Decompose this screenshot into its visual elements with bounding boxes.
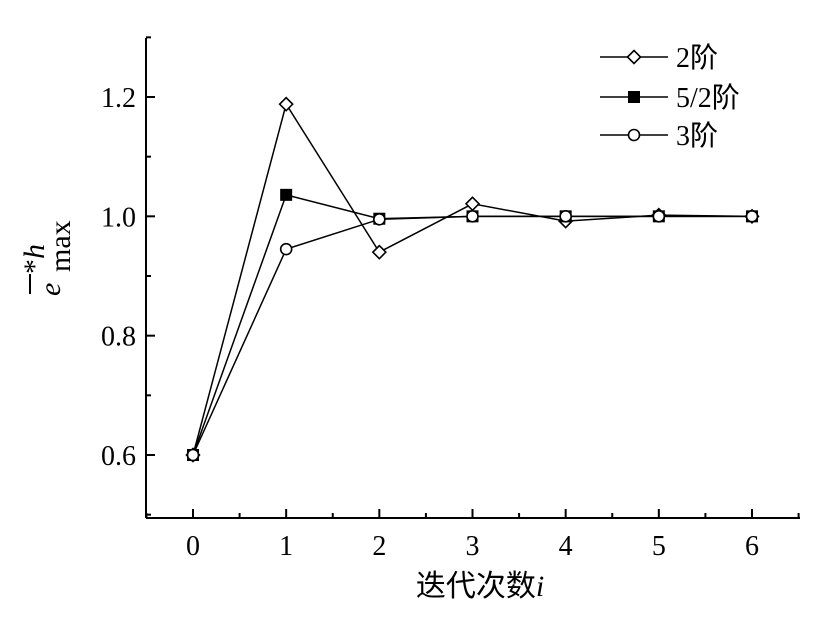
- series-line-2: [192, 193, 752, 456]
- legend: 2阶 5/2阶 3阶: [600, 42, 740, 152]
- legend-marker-3: [627, 128, 641, 142]
- y-axis-label-main: e: [34, 283, 67, 296]
- x-tick-label: 3: [466, 531, 480, 562]
- axes: 0.6 0.8 1.0 1.2 0 1 2 3 4 5 6: [101, 36, 800, 562]
- y-axis-label-superscript: *h: [18, 244, 51, 274]
- data-point-series-3: [279, 242, 293, 256]
- x-tick-label: 4: [559, 531, 573, 562]
- data-point-series-3: [652, 210, 666, 223]
- series-line-1: [192, 102, 753, 456]
- x-axis-label: 迭代次数i: [416, 570, 544, 603]
- legend-label-2: 5/2阶: [676, 82, 740, 114]
- data-point-series-3: [373, 213, 386, 226]
- x-tick-label: 2: [372, 531, 386, 562]
- data-point-series-3: [186, 448, 200, 462]
- data-point-series-1: [278, 96, 294, 112]
- data-point-series-3: [466, 210, 479, 223]
- data-point-series-1: [464, 196, 481, 212]
- x-tick-label: 6: [745, 531, 759, 562]
- data-point-series-2: [280, 188, 293, 201]
- x-tick-label: 0: [186, 531, 200, 562]
- y-tick-label: 0.6: [101, 441, 136, 472]
- x-tick-label: 1: [279, 531, 293, 562]
- y-tick-label: 1.2: [101, 83, 136, 114]
- data-point-series-3: [559, 210, 572, 223]
- legend-marker-1: [626, 49, 642, 65]
- x-tick-label: 5: [652, 531, 666, 562]
- data-point-series-1: [371, 244, 387, 260]
- y-axis-label-subscript: max: [44, 220, 77, 272]
- y-tick-label: 1.0: [101, 202, 136, 233]
- series-line-3: [192, 215, 752, 456]
- series-layer: [185, 96, 760, 463]
- legend-label-1: 2阶: [676, 42, 718, 74]
- y-tick-label: 0.8: [101, 322, 136, 353]
- legend-label-3: 3阶: [676, 120, 718, 152]
- legend-marker-2: [628, 91, 640, 103]
- data-point-series-3: [745, 210, 759, 223]
